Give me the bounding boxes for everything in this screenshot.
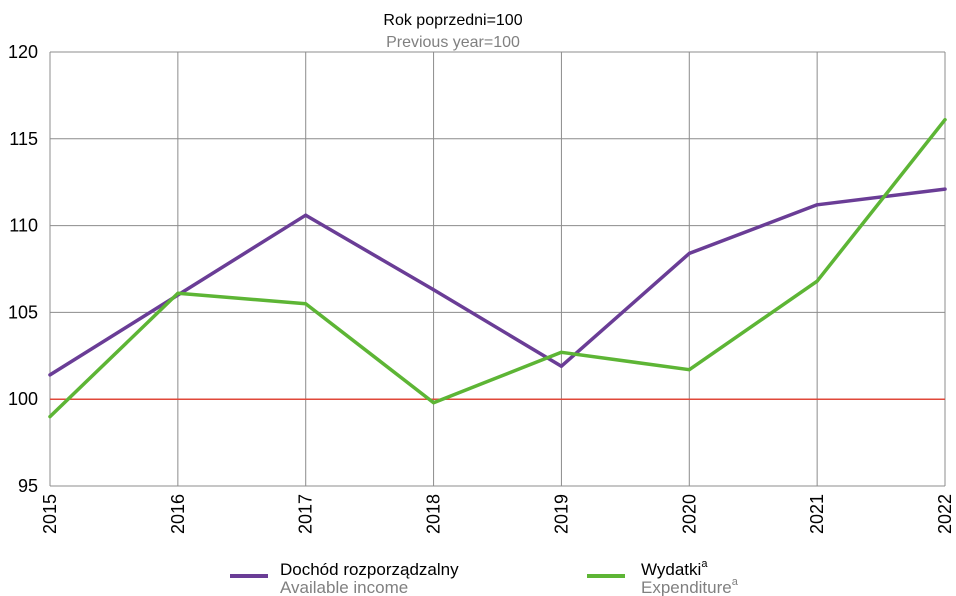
x-tick-label-2019: 2019 [551, 494, 571, 534]
x-tick-label-2021: 2021 [807, 494, 827, 534]
data-point-expenditure-2015 [48, 415, 52, 419]
series-line-available-income [48, 187, 947, 377]
x-tick-label-2017: 2017 [296, 494, 316, 534]
data-point-available-income-2020 [687, 251, 691, 255]
legend-item-available-income: Dochód rozporządzalny Available income [230, 560, 459, 596]
x-tick-label-2015: 2015 [40, 494, 60, 534]
data-point-expenditure-2022 [943, 118, 947, 122]
x-tick-label-2018: 2018 [424, 494, 444, 534]
data-point-available-income-2021 [815, 203, 819, 207]
series-line-expenditure [48, 117, 947, 419]
y-axis-tick-labels: 95 100 105 110 115 120 [8, 42, 38, 496]
y-tick-label-120: 120 [8, 42, 38, 62]
y-tick-label-115: 115 [9, 129, 38, 149]
legend-label-expenditure-en-sup: a [732, 576, 739, 588]
x-tick-label-2022: 2022 [935, 494, 955, 534]
data-point-available-income-2022 [943, 187, 947, 191]
data-point-expenditure-2017 [304, 302, 308, 306]
legend: Dochód rozporządzalny Available income W… [230, 558, 739, 596]
legend-label-expenditure-en-text: Expenditure [641, 578, 732, 596]
data-point-expenditure-2020 [687, 368, 691, 372]
chart-subtitle: Previous year=100 [386, 34, 520, 51]
x-tick-label-2020: 2020 [679, 494, 699, 534]
y-tick-label-95: 95 [18, 476, 38, 496]
legend-label-expenditure: Wydatkia [641, 558, 708, 579]
y-tick-label-110: 110 [9, 216, 38, 236]
x-axis-tick-labels: 2015 2016 2017 2018 2019 2020 2021 2022 [40, 494, 955, 534]
y-tick-label-105: 105 [8, 302, 38, 322]
data-point-expenditure-2021 [815, 279, 819, 283]
grid-lines [49, 51, 946, 487]
x-tick-label-2016: 2016 [168, 494, 188, 534]
legend-item-expenditure: Wydatkia Expenditurea [587, 558, 739, 596]
legend-label-expenditure-text: Wydatki [641, 560, 701, 579]
data-point-expenditure-2019 [559, 350, 563, 354]
y-tick-label-100: 100 [8, 389, 38, 409]
data-point-available-income-2018 [432, 288, 436, 292]
legend-label-available-income-en: Available income [280, 578, 408, 596]
data-point-available-income-2019 [559, 364, 563, 368]
data-point-available-income-2015 [48, 373, 52, 377]
series-lines [48, 117, 947, 419]
chart-title: Rok poprzedni=100 [383, 12, 522, 29]
data-point-expenditure-2018 [432, 401, 436, 405]
data-point-available-income-2017 [304, 213, 308, 217]
legend-label-expenditure-en: Expenditurea [641, 576, 739, 596]
data-point-expenditure-2016 [176, 291, 180, 295]
legend-label-expenditure-sup: a [701, 558, 708, 570]
legend-label-available-income: Dochód rozporządzalny [280, 560, 459, 579]
